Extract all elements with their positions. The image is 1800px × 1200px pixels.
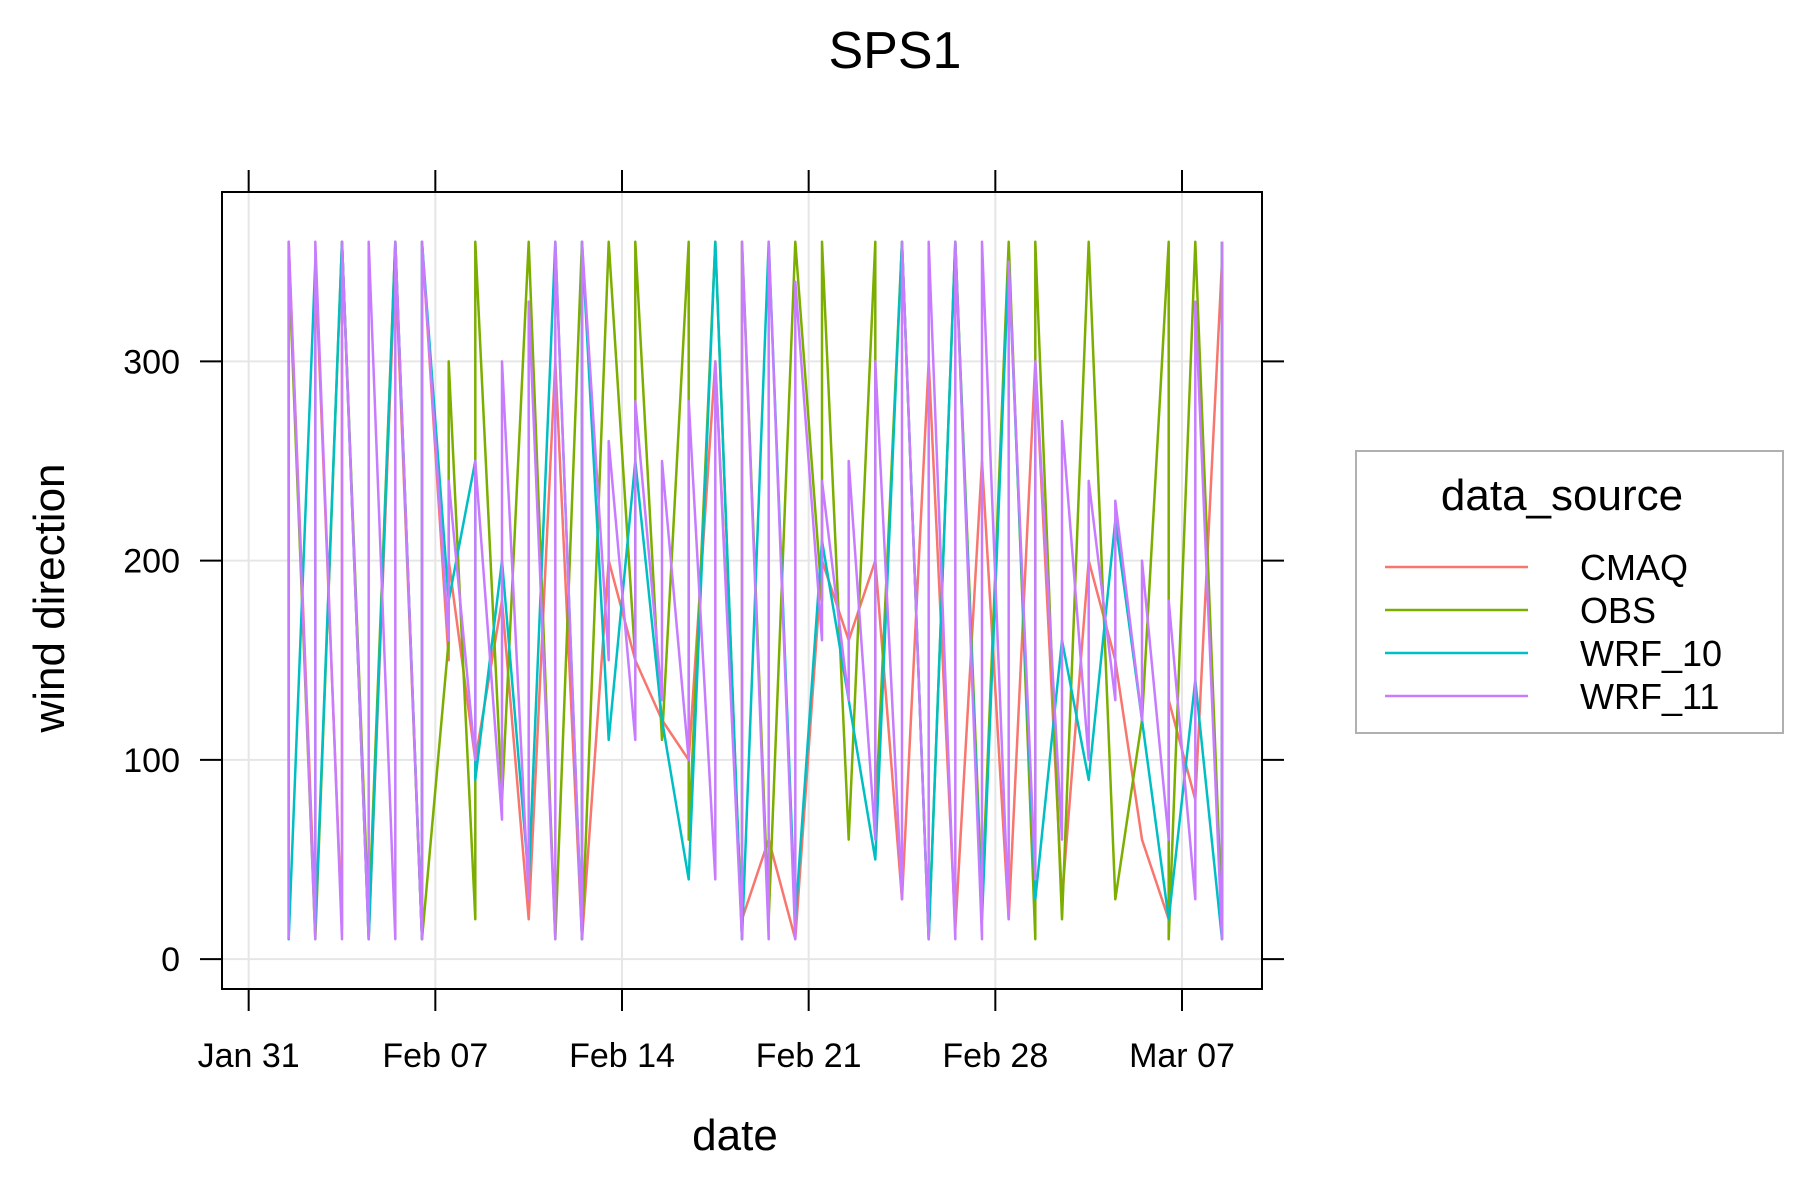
x-tick-label: Mar 07: [1129, 1037, 1235, 1075]
legend-label-obs: OBS: [1580, 590, 1656, 631]
x-tick-label: Feb 28: [942, 1037, 1048, 1075]
x-axis-label: date: [692, 1111, 778, 1160]
y-tick-label: 100: [123, 742, 180, 780]
y-axis: 0 100 200 300: [123, 343, 1284, 979]
x-tick-label: Feb 07: [382, 1037, 488, 1075]
chart-title: SPS1: [829, 22, 962, 80]
y-axis-label: wind direction: [25, 463, 74, 733]
y-tick-label: 300: [123, 343, 180, 381]
legend-label-wrf-11: WRF_11: [1580, 676, 1719, 717]
legend-label-cmaq: CMAQ: [1580, 547, 1688, 588]
y-tick-label: 0: [161, 941, 180, 979]
x-axis: Jan 31 Feb 07 Feb 14 Feb 21 Feb 28 Mar 07: [198, 170, 1235, 1075]
series-line-wrf-11: [287, 240, 1224, 941]
legend-title: data_source: [1441, 471, 1683, 520]
legend-label-wrf-10: WRF_10: [1580, 633, 1722, 674]
plot-frame: [221, 191, 1263, 990]
x-tick-label: Jan 31: [198, 1037, 300, 1075]
x-tick-label: Feb 21: [756, 1037, 862, 1075]
series-layer: [287, 240, 1224, 941]
y-tick-label: 200: [123, 543, 180, 581]
legend-box: [1355, 450, 1784, 734]
x-tick-label: Feb 14: [569, 1037, 675, 1075]
